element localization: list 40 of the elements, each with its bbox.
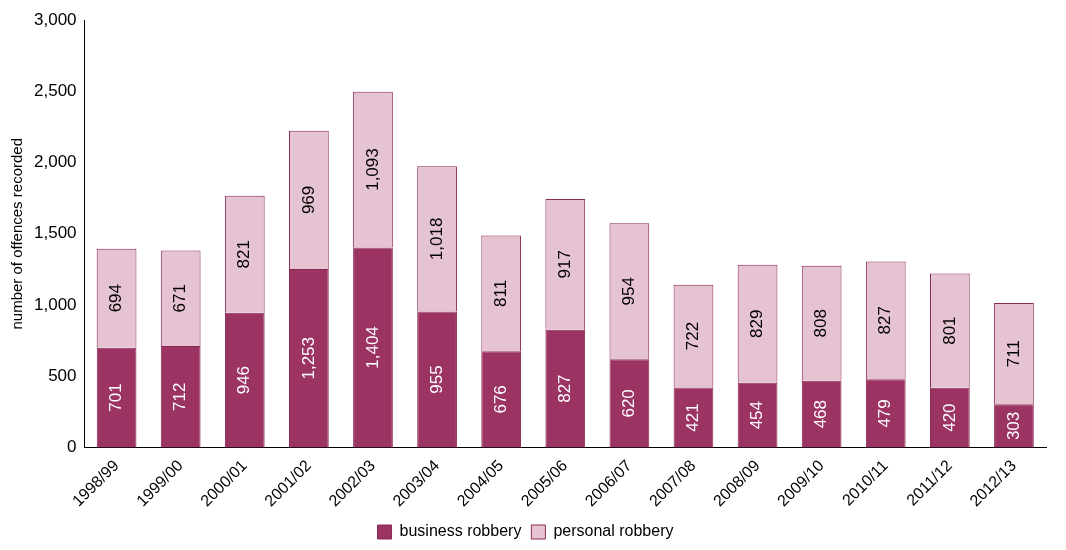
data-label: 420 (939, 403, 959, 432)
data-label: 821 (234, 240, 254, 269)
data-label: 1,018 (426, 217, 446, 261)
y-tick-label: 0 (67, 437, 77, 457)
data-label: 454 (747, 400, 767, 430)
data-label: 676 (490, 385, 510, 414)
data-label: 1,093 (362, 148, 382, 191)
data-label: 421 (683, 403, 703, 432)
data-label: 479 (875, 399, 895, 428)
y-tick-label: 2,500 (33, 80, 77, 100)
y-tick-label: 3,000 (33, 9, 77, 29)
data-label: 712 (170, 382, 190, 411)
data-label: 954 (619, 277, 639, 306)
y-axis-title: number of offences recorded (8, 138, 26, 330)
data-label: 1,253 (298, 336, 318, 380)
data-label: 801 (939, 316, 959, 345)
data-label: 620 (619, 389, 639, 418)
data-label: 303 (1003, 411, 1023, 441)
data-label: 671 (170, 284, 190, 313)
data-label: 827 (875, 306, 895, 335)
legend-label: business robbery (399, 522, 522, 540)
y-tick-label: 1,000 (33, 294, 77, 314)
data-label: 722 (683, 321, 703, 351)
data-label: 955 (426, 365, 446, 394)
data-label: 808 (811, 309, 831, 338)
y-tick-label: 1,500 (33, 223, 77, 243)
data-label: 694 (106, 283, 126, 313)
legend-label: personal robbery (553, 522, 674, 540)
data-label: 969 (298, 185, 318, 215)
data-label: 946 (234, 365, 254, 395)
data-label: 917 (554, 250, 574, 279)
data-label: 701 (106, 383, 126, 412)
data-label: 468 (811, 399, 831, 429)
data-label: 711 (1003, 340, 1023, 368)
data-label: 827 (554, 374, 574, 403)
data-label: 829 (747, 309, 767, 338)
y-tick-label: 500 (48, 365, 77, 385)
data-label: 1,404 (362, 326, 382, 369)
y-tick-label: 2,000 (33, 152, 77, 172)
data-label: 811 (490, 279, 510, 307)
